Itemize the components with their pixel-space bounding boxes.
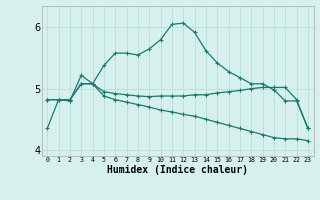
X-axis label: Humidex (Indice chaleur): Humidex (Indice chaleur) bbox=[107, 165, 248, 175]
